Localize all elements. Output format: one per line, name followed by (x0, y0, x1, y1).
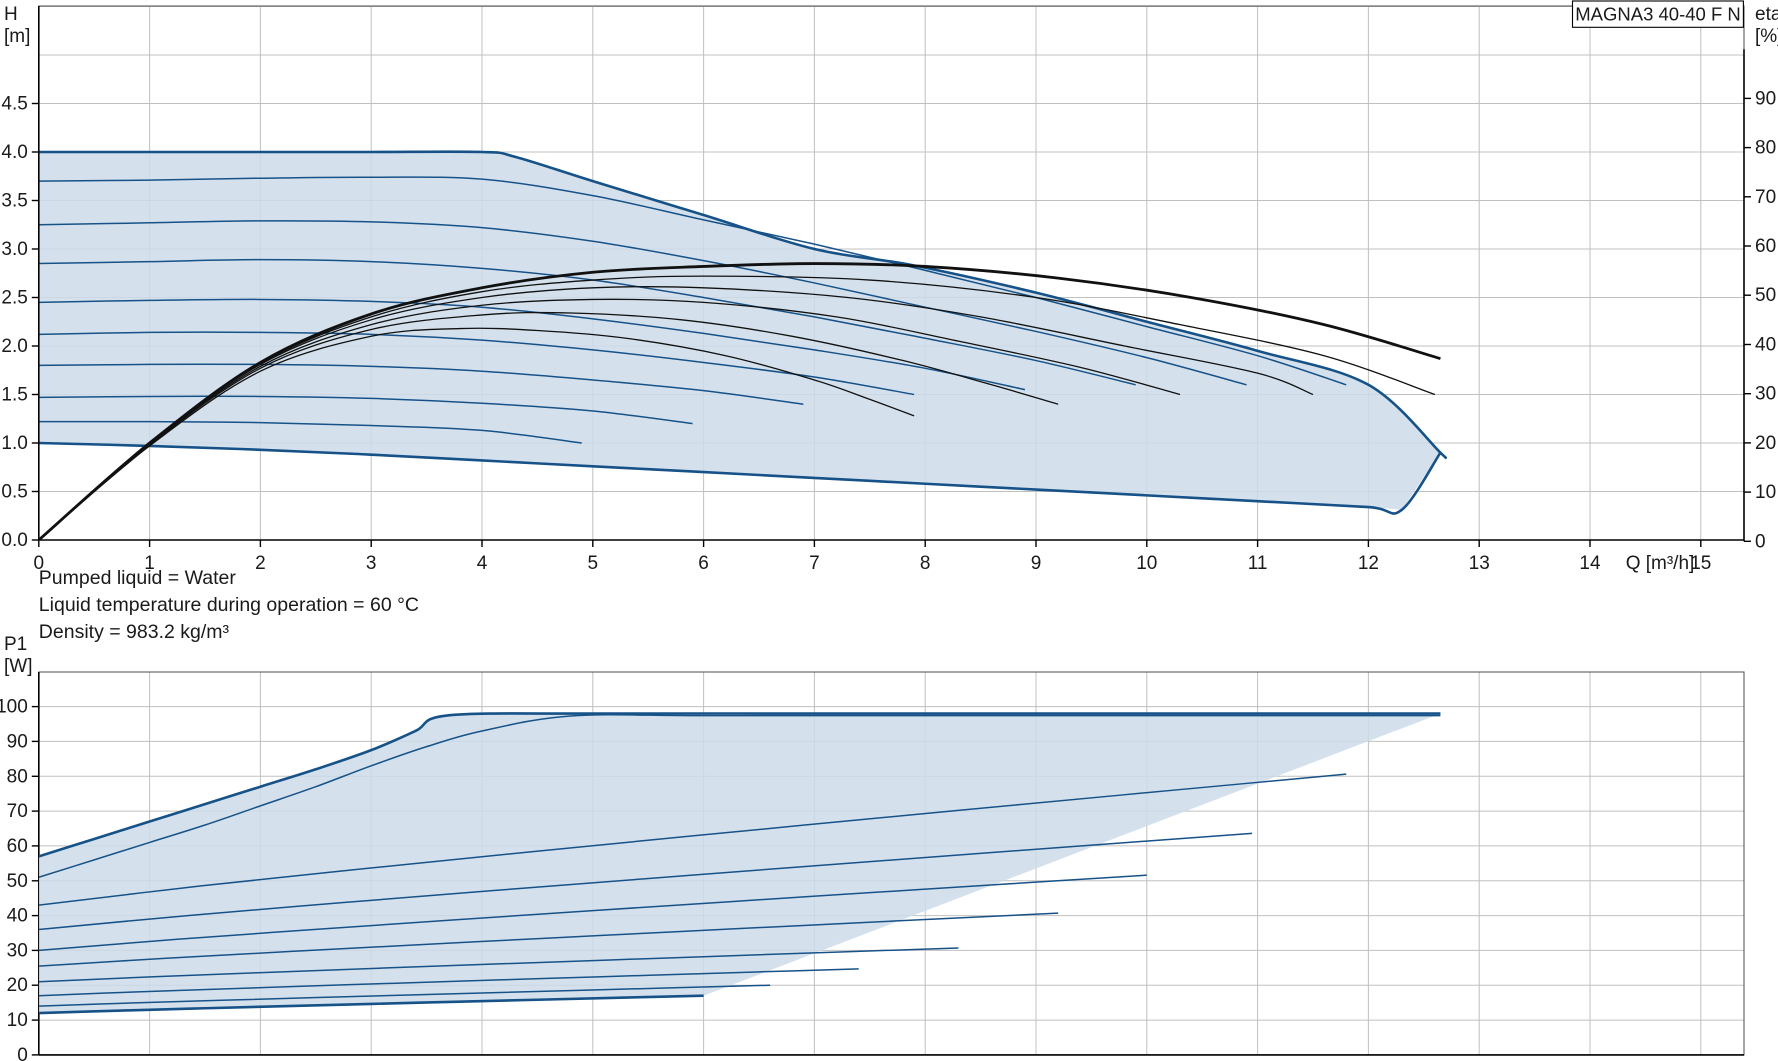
svg-text:80: 80 (7, 766, 28, 787)
svg-text:11: 11 (1248, 553, 1268, 574)
svg-text:100: 100 (0, 697, 28, 718)
svg-text:2.5: 2.5 (1, 288, 27, 309)
svg-text:2.0: 2.0 (1, 336, 27, 357)
svg-text:5: 5 (588, 553, 599, 574)
svg-text:90: 90 (7, 731, 28, 752)
svg-text:0.0: 0.0 (1, 530, 27, 551)
svg-text:1.5: 1.5 (1, 385, 27, 406)
svg-text:2: 2 (255, 553, 266, 574)
svg-text:40: 40 (1755, 335, 1776, 356)
svg-text:60: 60 (7, 836, 28, 857)
svg-text:8: 8 (920, 553, 931, 574)
svg-text:3.0: 3.0 (1, 239, 27, 260)
svg-text:4.0: 4.0 (1, 142, 27, 163)
svg-text:50: 50 (1755, 285, 1776, 306)
svg-text:30: 30 (7, 940, 28, 961)
svg-text:4.5: 4.5 (1, 94, 27, 115)
svg-text:13: 13 (1469, 553, 1490, 574)
svg-text:Q [m³/h]: Q [m³/h] (1626, 553, 1695, 574)
svg-text:40: 40 (7, 906, 28, 927)
svg-text:[%]: [%] (1755, 26, 1778, 47)
svg-text:3: 3 (366, 553, 377, 574)
svg-text:7: 7 (809, 553, 820, 574)
svg-text:70: 70 (7, 801, 28, 822)
svg-text:30: 30 (1755, 384, 1776, 405)
svg-text:0: 0 (1755, 531, 1766, 552)
svg-text:12: 12 (1358, 553, 1379, 574)
svg-text:[W]: [W] (4, 656, 33, 677)
svg-text:10: 10 (1136, 553, 1157, 574)
svg-text:[m]: [m] (4, 26, 30, 47)
svg-text:0.5: 0.5 (1, 482, 27, 503)
svg-text:14: 14 (1579, 553, 1601, 574)
svg-text:70: 70 (1755, 187, 1776, 208)
svg-text:80: 80 (1755, 138, 1776, 159)
svg-text:9: 9 (1031, 553, 1042, 574)
svg-text:H: H (4, 4, 18, 25)
svg-text:1.0: 1.0 (1, 433, 27, 454)
svg-text:4: 4 (477, 553, 488, 574)
svg-text:P1: P1 (4, 634, 27, 655)
svg-text:Density = 983.2 kg/m³: Density = 983.2 kg/m³ (39, 621, 230, 643)
svg-text:10: 10 (7, 1010, 28, 1031)
svg-text:0: 0 (17, 1045, 28, 1061)
svg-text:20: 20 (7, 975, 28, 996)
svg-text:60: 60 (1755, 236, 1776, 257)
svg-text:MAGNA3 40-40 F N: MAGNA3 40-40 F N (1575, 4, 1741, 25)
svg-text:Pumped liquid = Water: Pumped liquid = Water (39, 567, 237, 589)
svg-text:10: 10 (1755, 482, 1776, 503)
svg-text:90: 90 (1755, 88, 1776, 109)
svg-text:3.5: 3.5 (1, 191, 27, 212)
svg-text:50: 50 (7, 871, 28, 892)
svg-text:Liquid temperature during oper: Liquid temperature during operation = 60… (39, 594, 419, 616)
svg-text:20: 20 (1755, 433, 1776, 454)
svg-text:6: 6 (698, 553, 709, 574)
svg-text:eta: eta (1755, 4, 1778, 25)
